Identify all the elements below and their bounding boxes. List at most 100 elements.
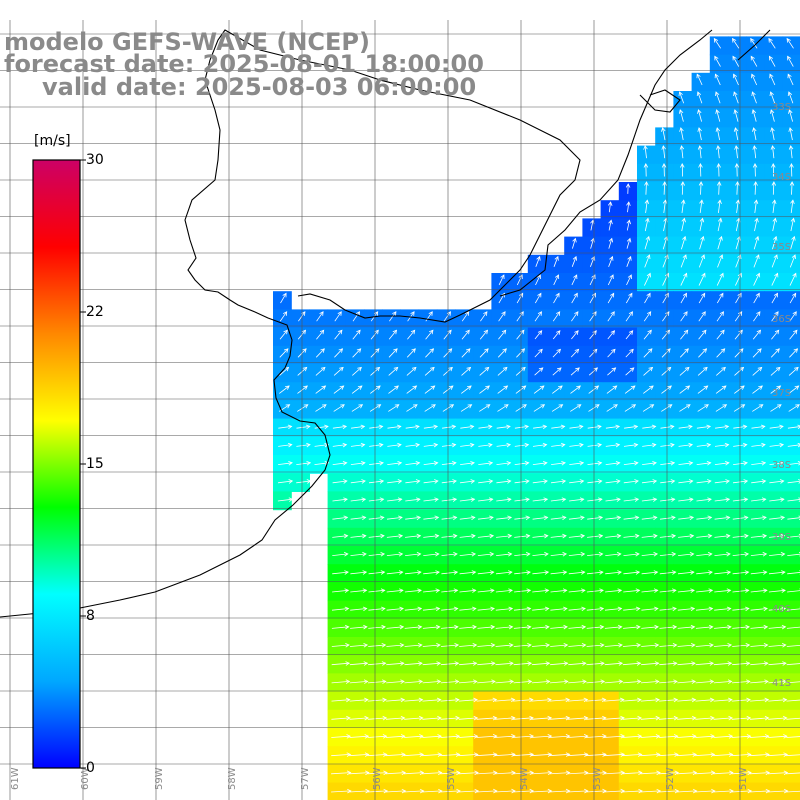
wind-arrow — [513, 606, 532, 612]
wind-arrow — [732, 606, 750, 612]
wind-arrow — [658, 752, 679, 757]
wind-arrow — [731, 788, 753, 794]
wind-arrow — [385, 788, 407, 794]
wind-arrow — [769, 442, 785, 448]
wind-arrow — [607, 292, 615, 304]
wind-arrow — [441, 479, 457, 484]
field-cell — [673, 273, 693, 292]
wind-arrow — [549, 770, 571, 776]
wind-arrow — [732, 570, 750, 575]
wind-arrow — [716, 145, 721, 159]
wind-arrow — [587, 551, 604, 557]
wind-arrow — [331, 752, 352, 757]
wind-arrow — [605, 442, 621, 448]
wind-arrow — [678, 515, 695, 521]
wind-arrow — [423, 461, 439, 466]
wind-arrow — [752, 145, 757, 159]
wind-arrow — [441, 588, 459, 593]
wind-arrow — [641, 643, 660, 648]
wind-arrow — [643, 163, 649, 177]
wind-arrow — [479, 404, 491, 412]
wind-arrow — [350, 442, 366, 448]
wind-arrow — [754, 217, 759, 232]
field-cell — [764, 273, 784, 292]
wind-arrow — [532, 606, 550, 612]
wind-arrow — [350, 606, 368, 612]
wind-arrow — [568, 551, 586, 557]
wind-arrow — [716, 348, 726, 358]
wind-arrow — [641, 588, 659, 593]
wind-arrow — [622, 643, 642, 648]
wind-arrow — [680, 329, 689, 340]
field-cell — [618, 382, 638, 401]
field-cell — [345, 309, 365, 329]
wind-arrow — [331, 770, 352, 776]
wind-arrow — [790, 199, 795, 213]
field-cell — [709, 273, 729, 292]
wind-arrow — [461, 311, 470, 322]
field-cell — [764, 254, 784, 274]
wind-arrow — [422, 734, 442, 739]
field-cell — [436, 400, 456, 420]
wind-arrow — [644, 199, 650, 213]
field-cell — [618, 345, 638, 365]
field-cell — [400, 345, 420, 365]
wind-arrow — [623, 533, 640, 539]
wind-arrow — [713, 752, 734, 757]
field-cell — [345, 345, 365, 365]
field-cell — [728, 364, 747, 383]
wind-arrow — [531, 697, 552, 703]
wind-arrow — [679, 145, 685, 159]
wind-arrow — [605, 515, 622, 521]
field-cell — [746, 382, 765, 401]
wind-arrow — [697, 145, 703, 159]
wind-arrow — [404, 588, 422, 593]
wind-arrow — [679, 127, 684, 141]
wind-arrow — [531, 734, 553, 739]
wind-arrow — [787, 424, 800, 430]
wind-arrow — [512, 752, 535, 757]
wind-arrow — [516, 348, 526, 358]
wind-arrow — [641, 515, 658, 521]
field-cell — [673, 327, 693, 347]
wind-arrow — [549, 697, 571, 703]
wind-arrow — [623, 515, 640, 521]
wind-arrow — [715, 424, 730, 430]
wind-arrow — [768, 734, 788, 739]
wind-arrow — [514, 479, 530, 484]
wind-arrow — [659, 643, 678, 648]
wind-arrow — [476, 697, 498, 703]
field-cell — [746, 400, 765, 420]
field-cell — [400, 382, 420, 401]
wind-arrow — [459, 533, 476, 539]
wind-arrow — [732, 551, 750, 557]
wind-arrow — [696, 570, 713, 575]
wind-arrow — [567, 697, 589, 703]
wind-arrow — [768, 570, 786, 575]
wind-arrow — [531, 643, 551, 648]
wind-arrow — [425, 329, 434, 340]
lon-label: 58W — [227, 767, 238, 790]
wind-arrow — [534, 367, 544, 376]
wind-arrow — [386, 606, 404, 612]
wind-arrow — [441, 624, 459, 630]
wind-arrow — [713, 661, 733, 666]
wind-arrow — [459, 551, 477, 557]
field-cell — [418, 364, 438, 383]
wind-arrow — [698, 348, 708, 358]
wind-arrow — [786, 644, 800, 647]
wind-arrow — [717, 217, 723, 232]
wind-arrow — [585, 788, 607, 794]
wind-arrow — [695, 734, 715, 739]
field-cell — [582, 382, 602, 401]
wind-arrow — [626, 219, 631, 231]
wind-arrow — [604, 643, 623, 648]
wind-arrow — [316, 311, 324, 322]
field-cell — [455, 327, 474, 347]
wind-arrow — [387, 461, 403, 466]
field-cell — [364, 327, 383, 347]
wind-arrow — [441, 461, 457, 466]
field-cell — [382, 327, 401, 347]
wind-arrow — [532, 570, 550, 575]
wind-arrow — [461, 329, 470, 340]
